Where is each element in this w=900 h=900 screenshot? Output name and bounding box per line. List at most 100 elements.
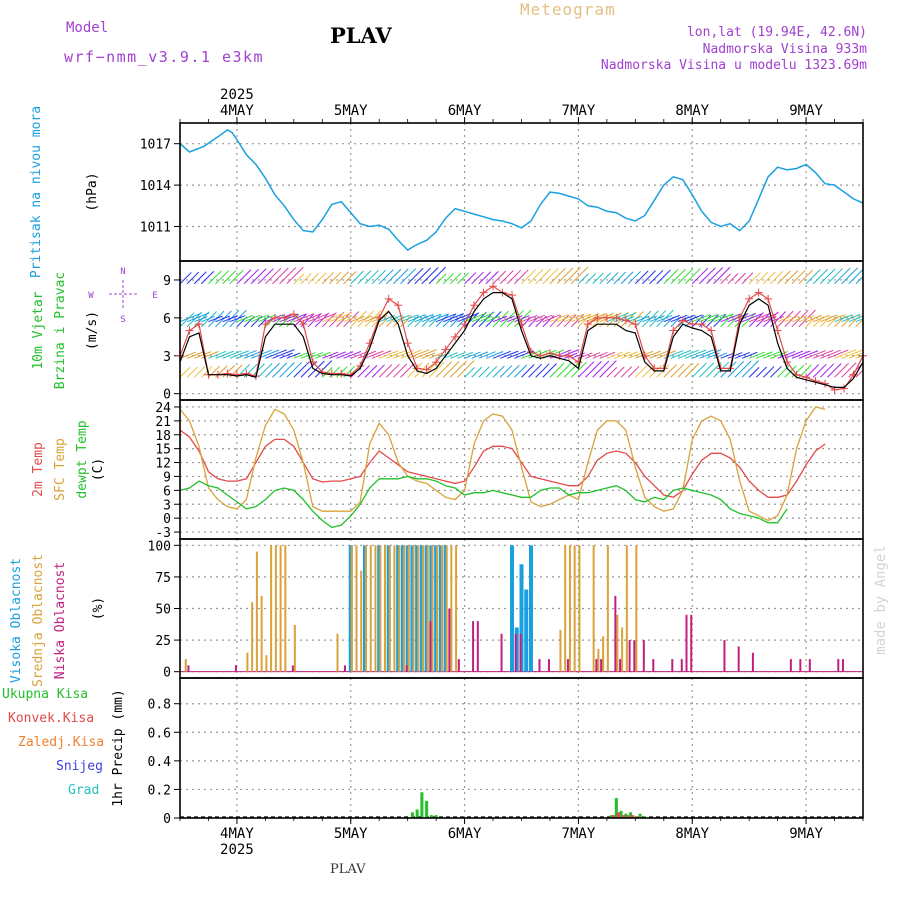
wind-arrow bbox=[748, 351, 766, 359]
top-year-label: 2025 bbox=[220, 87, 254, 103]
wind-arrow bbox=[279, 362, 295, 378]
cloud-mid-bar bbox=[445, 545, 448, 672]
wind-gust-marker bbox=[403, 339, 412, 348]
cloud-high-bar bbox=[510, 545, 515, 672]
wind-arrow bbox=[258, 349, 280, 359]
wind-arrow bbox=[578, 273, 589, 285]
wind-arrow bbox=[620, 271, 634, 285]
cloud-ylabel-1: Visoka Oblacnost bbox=[9, 558, 24, 683]
precip-total-bar bbox=[410, 812, 414, 818]
wind-arrow bbox=[549, 315, 562, 328]
cloud-mid-bar bbox=[364, 545, 367, 672]
wind-arrow bbox=[805, 364, 820, 378]
wind-arrow bbox=[556, 267, 574, 285]
top-day-label: 4MAY bbox=[220, 103, 254, 119]
wind-arrow bbox=[257, 268, 274, 285]
y-tick-label: 21 bbox=[155, 415, 171, 430]
wind-arrow bbox=[770, 271, 784, 285]
wind-gust-marker bbox=[669, 326, 678, 335]
wind-arrow bbox=[386, 349, 407, 359]
wind-arrow bbox=[357, 365, 370, 378]
y-tick-label: 1011 bbox=[140, 221, 171, 236]
wind-arrow bbox=[755, 366, 767, 378]
wind-arrow bbox=[357, 315, 373, 323]
wind-arrow bbox=[364, 364, 378, 378]
wind-arrow bbox=[556, 314, 570, 328]
wind-gust-marker bbox=[289, 310, 298, 319]
wind-arrow bbox=[478, 271, 492, 285]
wind-arrow bbox=[435, 361, 453, 378]
cloud-mid-bar bbox=[602, 636, 605, 672]
wind-arrow bbox=[229, 269, 244, 285]
wind-arrow bbox=[421, 267, 439, 285]
wind-arrow bbox=[812, 268, 829, 285]
bottom-day-label: 8MAY bbox=[675, 826, 709, 842]
cloud-mid-bar bbox=[421, 545, 424, 672]
precip-total-bar bbox=[614, 798, 618, 818]
precip-legend-1: Konvek.Kisa bbox=[8, 711, 94, 726]
cloud-mid-bar bbox=[578, 545, 581, 672]
wind-arrow bbox=[193, 271, 207, 285]
cloud-low-bar bbox=[476, 621, 479, 672]
wind-gust-marker bbox=[707, 326, 716, 335]
wind-arrow bbox=[307, 351, 324, 359]
wind-arrow bbox=[478, 366, 490, 378]
wind-arrow bbox=[521, 364, 535, 378]
wind-arrow bbox=[443, 313, 464, 323]
y-tick-label: 25 bbox=[155, 634, 171, 649]
wind-arrow bbox=[592, 312, 607, 328]
wind-arrow bbox=[215, 350, 234, 359]
wind-arrow bbox=[336, 366, 348, 378]
pressure-unit: (hPa) bbox=[85, 172, 100, 211]
wind-arrow bbox=[628, 351, 646, 359]
cloud-mid-bar bbox=[393, 545, 396, 672]
wind-arrow bbox=[748, 312, 771, 323]
wind-arrow bbox=[507, 350, 527, 359]
cloud-low-bar bbox=[600, 659, 603, 672]
cloud-low-bar bbox=[514, 633, 517, 672]
wind-arrow bbox=[820, 314, 838, 323]
wind-gust-marker bbox=[574, 358, 583, 367]
wind-arrow bbox=[180, 367, 191, 378]
wind-arrow bbox=[421, 352, 436, 359]
wind-arrow bbox=[862, 326, 863, 327]
wind-arrow bbox=[414, 267, 432, 285]
wind-arrow bbox=[464, 351, 481, 359]
wind-arrow bbox=[855, 318, 863, 328]
wind-gust-marker bbox=[337, 369, 346, 378]
wind-arrows bbox=[180, 266, 863, 378]
wind-arrow bbox=[293, 273, 305, 285]
wind-arrow bbox=[336, 316, 350, 323]
wind-arrow bbox=[820, 349, 841, 359]
wind-arrow bbox=[471, 366, 483, 378]
wind-arrow bbox=[827, 349, 849, 359]
y-tick-label: 15 bbox=[155, 443, 171, 458]
wind-arrow bbox=[371, 350, 392, 359]
wind-arrow bbox=[841, 314, 860, 323]
wind-arrow bbox=[378, 269, 394, 285]
top-day-label: 7MAY bbox=[562, 103, 596, 119]
wind-arrow bbox=[464, 272, 477, 285]
wind-arrow bbox=[393, 268, 409, 285]
wind-arrow bbox=[805, 269, 821, 285]
cloud-mid-bar bbox=[279, 545, 282, 672]
y-tick-label: 100 bbox=[148, 539, 171, 554]
wind-arrow bbox=[329, 271, 342, 285]
wind-unit: (m/s) bbox=[85, 311, 100, 350]
cloud-mid-bar bbox=[440, 545, 443, 672]
wind-arrow bbox=[485, 271, 499, 285]
wind-gust-marker bbox=[517, 320, 526, 329]
wind-arrow bbox=[741, 360, 760, 378]
wind-gust-marker bbox=[194, 320, 203, 329]
bottom-day-label: 5MAY bbox=[334, 826, 368, 842]
wind-arrow bbox=[528, 268, 544, 285]
wind-gust-marker bbox=[280, 313, 289, 322]
wind-arrow bbox=[834, 267, 851, 285]
wind-arrow bbox=[691, 362, 707, 378]
wind-arrow bbox=[200, 365, 213, 378]
wind-arrow bbox=[215, 270, 230, 285]
cloud-mid-bar bbox=[388, 545, 391, 672]
wind-arrow bbox=[506, 364, 520, 378]
wind-arrow bbox=[841, 267, 858, 285]
wind-arrow bbox=[514, 315, 530, 323]
